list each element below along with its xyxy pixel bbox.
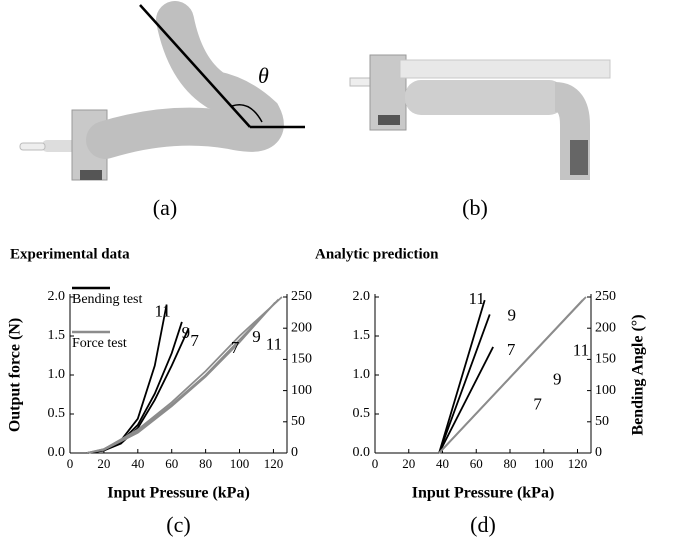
y-tick-label: 0.5 xyxy=(48,406,66,421)
y2-tick-label: 0 xyxy=(595,445,602,460)
y-tick-label: 2.0 xyxy=(353,289,371,304)
panel-label: (d) xyxy=(470,512,496,537)
x-tick-label: 60 xyxy=(470,456,483,471)
y2-tick-label: 50 xyxy=(291,414,305,429)
y2-tick-label: 100 xyxy=(291,383,312,398)
legend-label: Bending test xyxy=(72,292,142,307)
y-tick-label: 2.0 xyxy=(48,289,66,304)
x-tick-label: 80 xyxy=(504,456,517,471)
x-tick-label: 40 xyxy=(131,456,144,471)
series-label: 11 xyxy=(154,301,170,320)
y-tick-label: 0.0 xyxy=(48,445,66,460)
series-label: 9 xyxy=(553,369,562,388)
legend-label: Force test xyxy=(72,336,127,351)
x-tick-label: 0 xyxy=(67,456,74,471)
x-tick-label: 100 xyxy=(534,456,554,471)
y-tick-label: 1.0 xyxy=(353,367,371,382)
series-label: 7 xyxy=(190,331,199,350)
chart-title: Analytic prediction xyxy=(315,246,439,262)
series-label: 11 xyxy=(469,289,485,308)
x-tick-label: 20 xyxy=(402,456,415,471)
panel-label: (b) xyxy=(462,195,488,220)
series-label: 9 xyxy=(508,305,517,324)
photo-b: (b) xyxy=(349,54,611,220)
x-tick-label: 120 xyxy=(568,456,588,471)
y-tick-label: 1.5 xyxy=(48,328,66,343)
x-axis-label: Input Pressure (kPa) xyxy=(412,485,555,502)
y-tick-label: 1.0 xyxy=(48,367,66,382)
series-label: 11 xyxy=(573,341,589,360)
x-tick-label: 120 xyxy=(264,456,284,471)
y-axis-label: Output force (N) xyxy=(7,318,24,432)
y2-axis-label: Bending Angle (°) xyxy=(630,314,647,435)
theta: θ xyxy=(258,63,269,88)
series-line xyxy=(86,296,283,454)
x-tick-label: 40 xyxy=(436,456,449,471)
y2-tick-label: 100 xyxy=(595,383,616,398)
series-label: 11 xyxy=(266,334,282,353)
y2-tick-label: 150 xyxy=(291,352,312,367)
y2-tick-label: 250 xyxy=(291,289,312,304)
y2-tick-label: 250 xyxy=(595,289,616,304)
series-line xyxy=(438,346,494,454)
chart-title: Experimental data xyxy=(10,246,130,262)
panel-label: (a) xyxy=(153,195,177,220)
series-line xyxy=(438,314,491,454)
series-label: 7 xyxy=(231,338,240,357)
y2-tick-label: 200 xyxy=(291,320,312,335)
x-tick-label: 100 xyxy=(230,456,250,471)
series-label: 9 xyxy=(252,327,261,346)
photo-a: θ (a) xyxy=(19,1,305,220)
series-label: 7 xyxy=(533,394,542,413)
y2-tick-label: 200 xyxy=(595,320,616,335)
y-tick-label: 1.5 xyxy=(353,328,371,343)
y2-tick-label: 150 xyxy=(595,352,616,367)
series-line xyxy=(86,301,276,454)
series-line xyxy=(438,299,486,454)
x-axis-label: Input Pressure (kPa) xyxy=(107,485,250,502)
y2-tick-label: 50 xyxy=(595,414,609,429)
x-tick-label: 20 xyxy=(97,456,110,471)
x-tick-label: 60 xyxy=(165,456,178,471)
y2-tick-label: 0 xyxy=(291,445,298,460)
x-tick-label: 0 xyxy=(372,456,379,471)
y-tick-label: 0.5 xyxy=(353,406,371,421)
x-tick-label: 80 xyxy=(199,456,212,471)
series-label: 7 xyxy=(507,340,516,359)
y-tick-label: 0.0 xyxy=(353,445,371,460)
series-line xyxy=(438,299,584,454)
series-line xyxy=(86,304,168,454)
panel-label: (c) xyxy=(166,512,190,537)
